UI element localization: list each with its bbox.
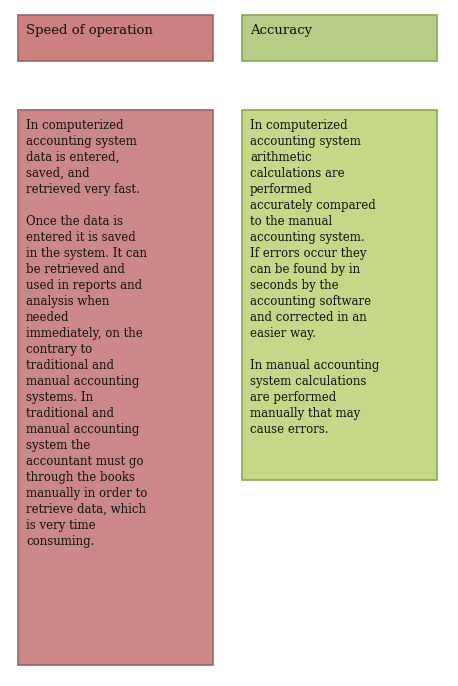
Text: In computerized
accounting system
arithmetic
calculations are
performed
accurate: In computerized accounting system arithm… (250, 119, 379, 436)
Text: Accuracy: Accuracy (250, 24, 312, 37)
FancyBboxPatch shape (242, 110, 437, 480)
Text: Speed of operation: Speed of operation (26, 24, 153, 37)
FancyBboxPatch shape (18, 15, 213, 61)
Text: In computerized
accounting system
data is entered,
saved, and
retrieved very fas: In computerized accounting system data i… (26, 119, 147, 548)
FancyBboxPatch shape (242, 15, 437, 61)
FancyBboxPatch shape (18, 110, 213, 665)
